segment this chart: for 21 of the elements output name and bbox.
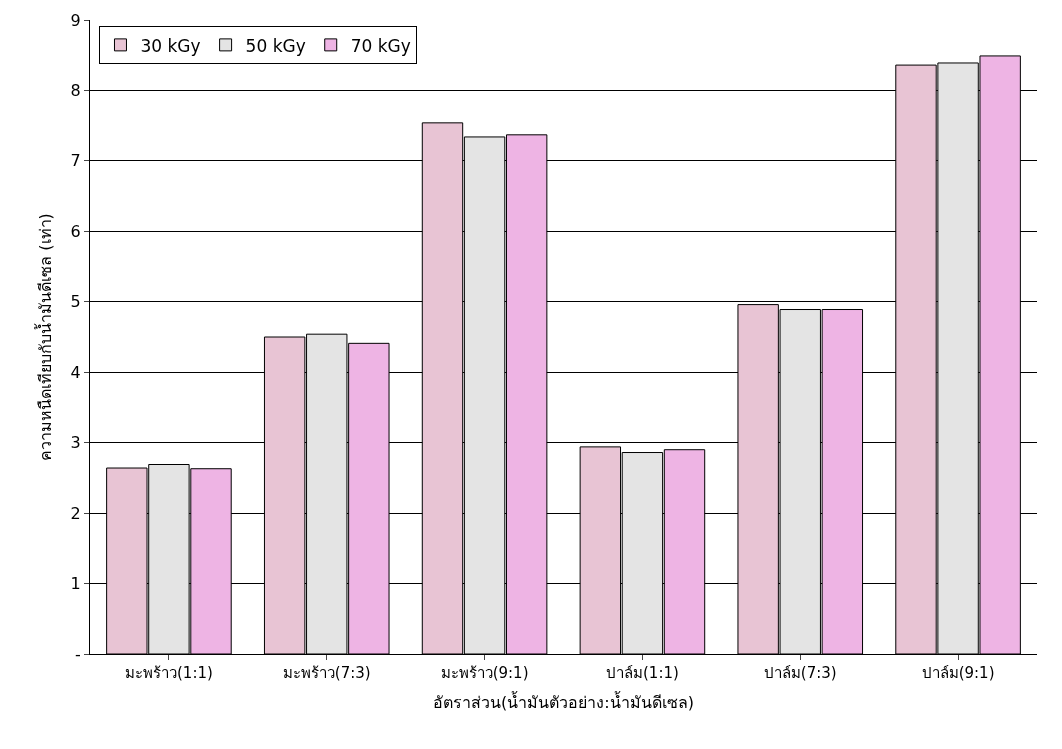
y-tick-label: 8 bbox=[70, 81, 81, 101]
y-tick-label: 2 bbox=[70, 503, 81, 523]
legend-label: 50 kGy bbox=[245, 35, 306, 56]
y-tick-label: 4 bbox=[70, 362, 81, 382]
legend-label: 30 kGy bbox=[140, 35, 201, 56]
y-axis-title: ความหนืดเทียบกับน้ำมันดีเซล (เท่า) bbox=[33, 213, 55, 461]
y-tick-label: 1 bbox=[70, 574, 81, 594]
y-tick-label: 5 bbox=[70, 292, 81, 312]
x-tick-label: มะพร้าว(7:3) bbox=[282, 664, 371, 682]
y-tick-label: 7 bbox=[70, 151, 81, 171]
x-tick-label: ปาล์ม(7:3) bbox=[763, 664, 837, 682]
x-tick-label: มะพร้าว(9:1) bbox=[440, 664, 529, 682]
legend-label: 70 kGy bbox=[350, 35, 411, 56]
y-tick-label: 3 bbox=[70, 433, 81, 453]
y-tick-label: 6 bbox=[70, 221, 81, 241]
x-tick-label: ปาล์ม(1:1) bbox=[605, 664, 679, 682]
x-tick-label: มะพร้าว(1:1) bbox=[124, 664, 213, 682]
x-axis-title: อัตราส่วน(น้ำมันตัวอย่าง:น้ำมันดีเซล) bbox=[433, 690, 694, 712]
y-tick-label: - bbox=[75, 644, 81, 664]
x-tick-label: ปาล์ม(9:1) bbox=[921, 664, 995, 682]
y-tick-label: 9 bbox=[70, 10, 81, 30]
